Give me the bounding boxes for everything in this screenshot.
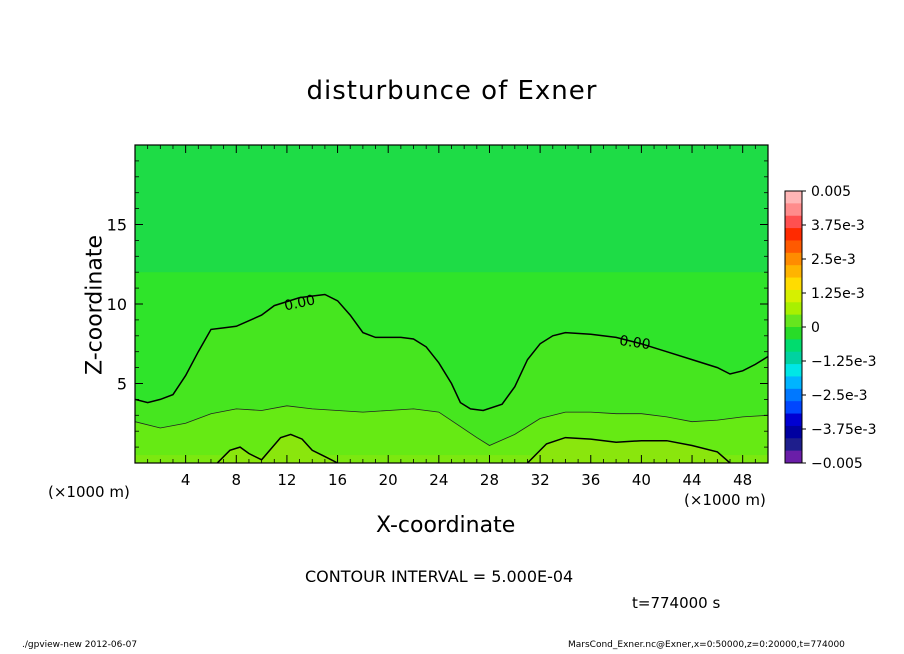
zero-contour-line (135, 293, 768, 412)
x-tick-label: 16 (328, 471, 347, 489)
colorbar-swatch (785, 228, 802, 241)
x-tick-label: 40 (632, 471, 651, 489)
colorbar-tick-label: −0.005 (811, 456, 863, 472)
colorbar-tick-label: 0.005 (811, 184, 851, 200)
contour-label: 0.00 (618, 333, 651, 353)
colorbar-swatch (785, 351, 802, 365)
x-tick-label: 24 (429, 471, 448, 489)
colorbar-swatch (785, 339, 802, 353)
contour-labels: 0.00 0.00 (283, 292, 652, 353)
x-tick-label: 4 (181, 471, 191, 489)
x-tick-label: 44 (682, 471, 701, 489)
colorbar-swatch (785, 191, 802, 204)
y-axis-label: Z-coordinate (82, 235, 108, 375)
footer-right-text: MarsCond_Exner.nc@Exner,x=0:50000,z=0:20… (568, 640, 845, 650)
x-tick-label: 32 (531, 471, 550, 489)
x-tick-label: 28 (480, 471, 499, 489)
colorbar-swatch (785, 265, 802, 279)
colorbar-tick-label: 2.5e-3 (811, 252, 856, 268)
x-unit-label-left: (×1000 m) (48, 483, 130, 501)
colorbar-swatch (785, 401, 802, 415)
colorbar-tick-label: −3.75e-3 (811, 422, 876, 438)
contour-interval-text: CONTOUR INTERVAL = 5.000E-04 (305, 567, 574, 586)
x-tick-label: 8 (232, 471, 242, 489)
colorbar-swatch (785, 327, 802, 340)
inner-contour-line (135, 405, 768, 446)
colorbar-tick-label: −1.25e-3 (811, 354, 876, 370)
time-text: t=774000 s (632, 594, 721, 612)
x-tick-label: 20 (379, 471, 398, 489)
y-tick-label: 5 (117, 375, 127, 394)
colorbar-tick-label: 1.25e-3 (811, 286, 865, 302)
colorbar-swatch (785, 413, 802, 427)
y-axis: 5 10 15 (107, 160, 768, 448)
lower-contour-line (526, 436, 731, 463)
x-tick-label: 36 (581, 471, 600, 489)
x-axis-label: X-coordinate (376, 513, 516, 538)
colorbar-swatch (785, 203, 802, 217)
y-tick-label: 15 (107, 216, 127, 235)
chart-title: disturbunce of Exner (306, 76, 598, 106)
colorbar-swatch (785, 252, 802, 266)
contour-label: 0.00 (283, 292, 317, 314)
colorbar-tick-label: 0 (811, 320, 820, 336)
colorbar-swatch (785, 277, 802, 291)
colorbar-swatch (785, 302, 802, 316)
x-tick-label: 48 (733, 471, 752, 489)
y-tick-label: 10 (107, 295, 127, 314)
colorbar-swatch (785, 215, 802, 229)
colorbar-swatch (785, 364, 802, 377)
colorbar-swatch (785, 388, 802, 402)
lower-contour-line (216, 433, 338, 463)
colorbar-swatch (785, 450, 802, 464)
colorbar-tick-label: −2.5e-3 (811, 388, 868, 404)
contour-lines (135, 293, 768, 463)
x-unit-label-right: (×1000 m) (684, 491, 766, 509)
colorbar-swatch (785, 425, 802, 439)
footer-left-text: ./gpview-new 2012-06-07 (22, 640, 138, 650)
colorbar-tick-label: 3.75e-3 (811, 218, 865, 234)
colorbar-swatch (785, 438, 802, 452)
colorbar-swatch (785, 240, 802, 254)
colorbar-swatch (785, 314, 802, 328)
field-fill (135, 145, 768, 463)
colorbar: 0.005 3.75e-3 2.5e-3 1.25e-3 0 −1.25e-3 −2.5e-… (784, 184, 876, 472)
colorbar-swatch (785, 289, 802, 303)
x-tick-label: 12 (277, 471, 296, 489)
x-axis: 4 8 12 16 20 24 28 32 36 40 44 48 (147, 145, 756, 489)
colorbar-swatch (785, 376, 802, 390)
